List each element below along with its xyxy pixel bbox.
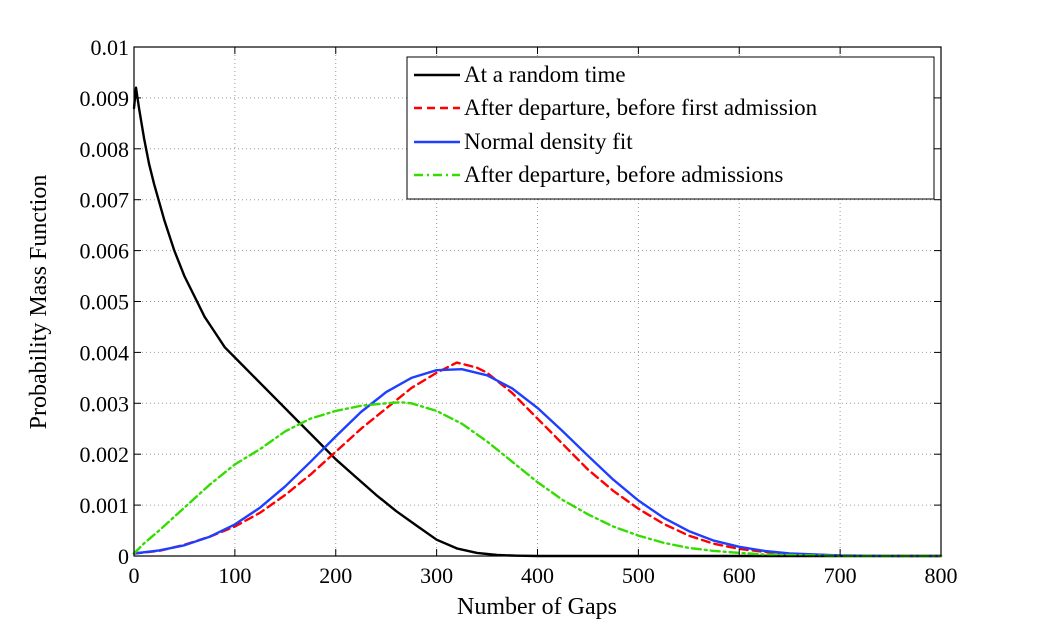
x-tick-label-100: 100: [218, 563, 251, 588]
y-tick-label-0.006: 0.006: [80, 239, 130, 264]
legend-label-random-time: At a random time: [464, 62, 626, 87]
series-line-2: [132, 361, 943, 558]
x-tick-label-200: 200: [319, 563, 352, 588]
legend-label-normal-fit: Normal density fit: [464, 129, 633, 154]
x-tick-label-300: 300: [420, 563, 453, 588]
y-tick-label-0.002: 0.002: [80, 442, 130, 467]
x-axis-label: Number of Gaps: [457, 594, 617, 620]
legend: At a random time After departure, before…: [406, 56, 935, 200]
y-tick-label-0.009: 0.009: [80, 86, 130, 111]
series-line-3: [132, 368, 943, 558]
x-tick-label-800: 800: [925, 563, 958, 588]
y-tick-label-0.003: 0.003: [80, 391, 130, 416]
y-axis-label: Probability Mass Function: [26, 175, 52, 430]
x-tick-label-500: 500: [622, 563, 655, 588]
y-tick-label-0: 0: [118, 544, 129, 569]
y-tick-label-0.004: 0.004: [80, 340, 130, 365]
y-tick-label-0.008: 0.008: [80, 137, 130, 162]
legend-box: [406, 56, 935, 200]
y-tick-label-0.001: 0.001: [80, 493, 130, 518]
y-tick-label-0.007: 0.007: [80, 188, 130, 213]
legend-label-admissions: After departure, before admissions: [464, 162, 783, 187]
x-tick-label-400: 400: [521, 563, 554, 588]
x-tick-label-600: 600: [723, 563, 756, 588]
x-tick-labels: 0 100 200 300 400 500 600 700 800: [129, 563, 958, 588]
series-line-4: [132, 401, 943, 558]
legend-label-first-admission: After departure, before first admission: [464, 95, 818, 120]
y-tick-labels: 0 0.001 0.002 0.003 0.004 0.005 0.006 0.007 0.00…: [80, 35, 130, 569]
x-tick-label-700: 700: [824, 563, 857, 588]
y-tick-label-0.01: 0.01: [91, 35, 130, 60]
tick-marks: [133, 46, 942, 557]
y-tick-label-0.005: 0.005: [80, 290, 130, 315]
x-tick-label-0: 0: [129, 563, 140, 588]
